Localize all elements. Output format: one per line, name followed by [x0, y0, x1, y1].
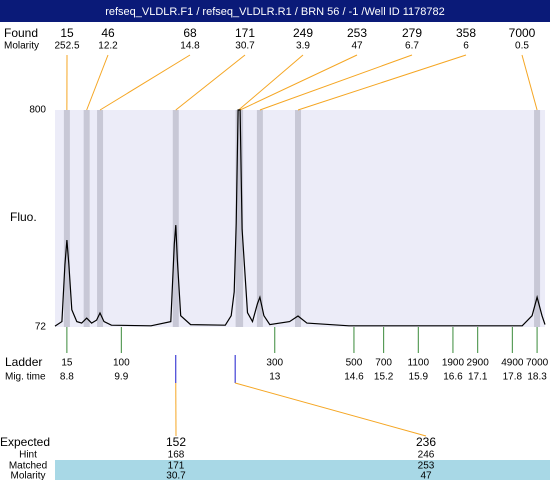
- expected-size: 236: [416, 435, 436, 449]
- ladder-mig-time: 17.8: [503, 372, 523, 383]
- ladder-mig-time: 15.2: [374, 372, 394, 383]
- ladder-mig-time: 18.3: [527, 372, 547, 383]
- found-molarity: 14.8: [180, 41, 200, 52]
- ladder-mig-time: 13: [269, 372, 281, 383]
- ladder-mig-time: 16.6: [443, 372, 463, 383]
- row-value: 168: [168, 450, 185, 461]
- found-size: 279: [402, 26, 422, 40]
- found-molarity: 6: [463, 41, 469, 52]
- ladder-size: 7000: [526, 358, 549, 369]
- molarity-label: Molarity: [4, 41, 39, 52]
- row-value: 246: [418, 450, 435, 461]
- matched-band: [55, 460, 550, 480]
- found-connector: [522, 55, 537, 110]
- ladder-size: 1100: [408, 358, 430, 369]
- found-size: 68: [183, 26, 197, 40]
- peak-band: [173, 110, 179, 327]
- found-molarity: 0.5: [515, 41, 529, 52]
- found-connector: [240, 55, 357, 110]
- mig-time-label: Mig. time: [5, 372, 46, 383]
- found-size: 171: [235, 26, 255, 40]
- found-connector: [260, 55, 412, 110]
- found-molarity: 6.7: [405, 41, 419, 52]
- found-connector: [100, 55, 190, 110]
- found-connector: [298, 55, 466, 110]
- found-size: 7000: [509, 26, 536, 40]
- ladder-size: 15: [61, 358, 73, 369]
- y-label: Fluo.: [10, 210, 37, 224]
- row-value: 47: [420, 471, 432, 480]
- ladder-mig-time: 14.6: [344, 372, 364, 383]
- ladder-size: 100: [113, 358, 130, 369]
- peak-band: [64, 110, 70, 327]
- peak-band: [257, 110, 263, 327]
- header-title: refseq_VLDLR.F1 / refseq_VLDLR.R1 / BRN …: [105, 6, 445, 18]
- ladder-mig-time: 15.9: [409, 372, 429, 383]
- ladder-size: 300: [266, 358, 283, 369]
- peak-band: [295, 110, 301, 327]
- ladder-mig-time: 17.1: [468, 372, 488, 383]
- found-size: 358: [456, 26, 476, 40]
- ladder-mig-time: 8.8: [60, 372, 74, 383]
- y-tick-label: 800: [29, 105, 46, 116]
- row-label: Hint: [19, 450, 37, 461]
- ladder-size: 4900: [501, 358, 524, 369]
- found-molarity: 30.7: [235, 41, 255, 52]
- expected-size: 152: [166, 435, 186, 449]
- y-tick-label: 72: [35, 322, 47, 333]
- expected-connector: [235, 383, 426, 436]
- found-molarity: 47: [351, 41, 363, 52]
- row-label: Molarity: [10, 471, 45, 480]
- ladder-label: Ladder: [5, 355, 42, 369]
- found-connector: [87, 55, 108, 110]
- ladder-size: 500: [346, 358, 363, 369]
- row-value: 30.7: [166, 471, 186, 480]
- found-size: 15: [60, 26, 74, 40]
- ladder-size: 700: [375, 358, 392, 369]
- expected-label: Expected: [0, 435, 50, 449]
- found-molarity: 3.9: [296, 41, 310, 52]
- found-connector: [176, 55, 245, 110]
- found-molarity: 252.5: [54, 41, 79, 52]
- found-size: 253: [347, 26, 367, 40]
- peak-band: [97, 110, 103, 327]
- ladder-size: 2900: [467, 358, 490, 369]
- peak-band: [534, 110, 540, 327]
- ladder-mig-time: 9.9: [114, 372, 128, 383]
- found-size: 249: [293, 26, 313, 40]
- found-label: Found: [4, 26, 38, 40]
- found-connector: [239, 55, 303, 110]
- peak-band: [84, 110, 90, 327]
- found-molarity: 12.2: [98, 41, 118, 52]
- found-size: 46: [101, 26, 115, 40]
- ladder-size: 1900: [442, 358, 465, 369]
